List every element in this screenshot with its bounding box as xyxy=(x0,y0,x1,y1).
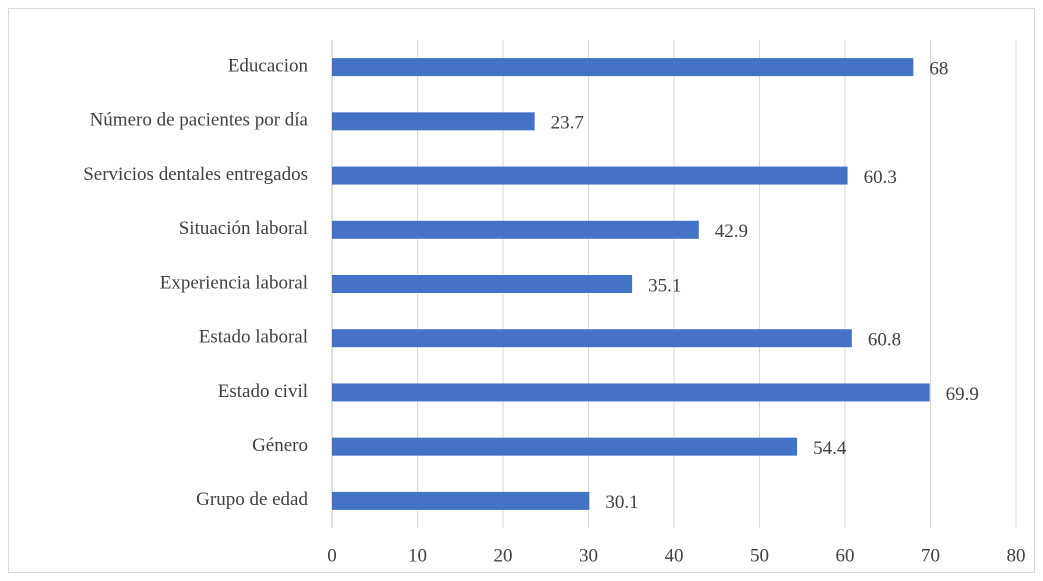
y-tick-label: Número de pacientes por día xyxy=(90,110,309,131)
y-tick-label: Servicios dentales entregados xyxy=(83,164,308,185)
data-label: 30.1 xyxy=(605,492,638,513)
x-tick-label: 60 xyxy=(836,545,855,566)
y-tick-label: Educacion xyxy=(228,55,309,76)
data-label: 60.8 xyxy=(868,330,901,351)
bar xyxy=(332,58,914,77)
bar xyxy=(332,275,633,293)
bar xyxy=(332,437,798,456)
bar xyxy=(332,112,535,131)
y-tick-label: Género xyxy=(252,435,308,456)
bar xyxy=(332,491,590,510)
data-label: 35.1 xyxy=(648,275,681,296)
x-tick-label: 40 xyxy=(665,545,684,566)
data-label: 68 xyxy=(929,58,948,79)
bar xyxy=(332,383,930,402)
data-label: 23.7 xyxy=(551,113,584,134)
data-label: 42.9 xyxy=(715,221,748,242)
x-tick-label: 80 xyxy=(1007,545,1026,566)
y-tick-label: Grupo de edad xyxy=(196,489,308,510)
y-tick-label: Estado civil xyxy=(218,381,308,402)
bar xyxy=(332,329,852,348)
x-tick-label: 30 xyxy=(579,545,598,566)
data-label: 60.3 xyxy=(864,167,897,188)
y-tick-label: Situación laboral xyxy=(179,218,308,239)
x-tick-label: 50 xyxy=(750,545,769,566)
x-tick-label: 0 xyxy=(327,545,337,566)
data-label: 54.4 xyxy=(813,438,847,459)
bar xyxy=(332,166,848,185)
x-tick-label: 70 xyxy=(921,545,940,566)
x-tick-label: 20 xyxy=(494,545,513,566)
y-tick-label: Experiencia laboral xyxy=(160,272,308,293)
x-tick-label: 10 xyxy=(408,545,427,566)
y-tick-label: Estado laboral xyxy=(199,327,308,348)
data-label: 69.9 xyxy=(946,384,979,405)
bar xyxy=(332,220,699,239)
